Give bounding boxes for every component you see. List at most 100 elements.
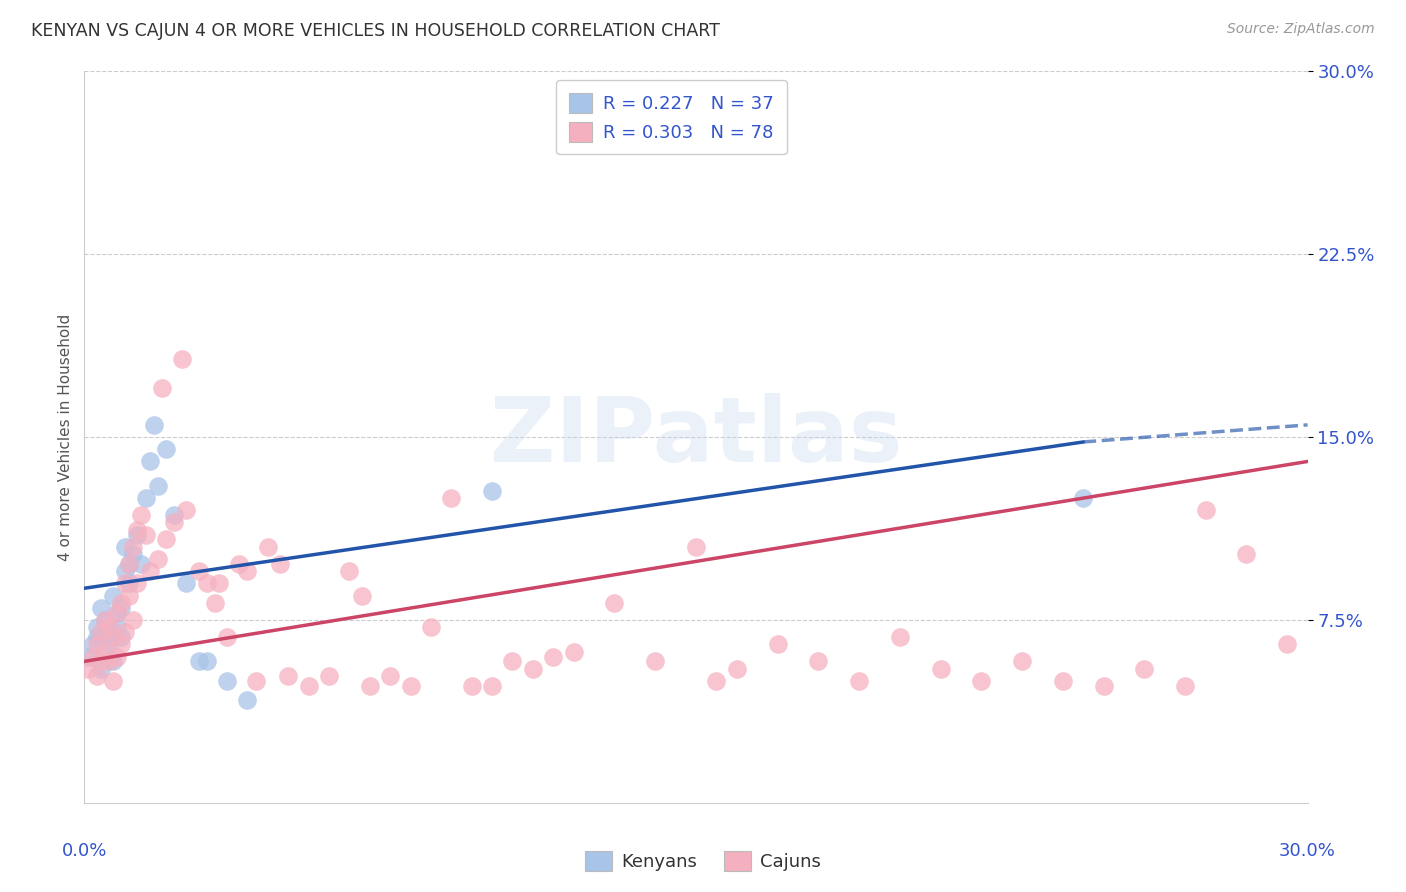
Point (970, 673, 993, 688)
Point (562, 645, 585, 659)
Point (150, 381, 173, 395)
Point (502, 654, 524, 668)
Point (122, 613, 145, 627)
Point (848, 673, 870, 688)
Point (208, 576, 231, 591)
Point (105, 649, 128, 664)
Point (101, 654, 124, 668)
Point (644, 654, 666, 668)
Point (440, 491, 463, 505)
Point (522, 662, 544, 676)
Point (138, 454, 160, 468)
Point (90, 600, 112, 615)
Point (217, 673, 239, 688)
Point (110, 630, 132, 644)
Point (90, 625, 112, 640)
Point (1174, 679, 1197, 693)
Point (114, 625, 136, 640)
Point (277, 669, 299, 683)
Point (269, 557, 291, 571)
Point (420, 620, 443, 634)
Point (163, 516, 186, 530)
Point (90, 654, 112, 668)
Point (77, 649, 100, 664)
Point (93, 625, 115, 640)
Point (105, 606, 128, 620)
Text: 0.0%: 0.0% (62, 842, 107, 860)
Point (236, 693, 259, 707)
Point (461, 679, 484, 693)
Point (97, 630, 120, 644)
Point (380, 669, 402, 683)
Point (127, 576, 149, 591)
Legend: R = 0.227   N = 37, R = 0.303   N = 78: R = 0.227 N = 37, R = 0.303 N = 78 (557, 80, 787, 154)
Point (97, 637, 120, 651)
Point (929, 662, 952, 676)
Point (86, 637, 108, 651)
Point (110, 637, 132, 651)
Point (481, 483, 503, 498)
Point (399, 679, 422, 693)
Point (122, 547, 145, 561)
Text: Source: ZipAtlas.com: Source: ZipAtlas.com (1227, 22, 1375, 37)
Point (217, 630, 239, 644)
Point (172, 352, 194, 367)
Point (127, 527, 149, 541)
Point (1236, 547, 1258, 561)
Point (350, 589, 373, 603)
Point (101, 625, 124, 640)
Point (889, 630, 911, 644)
Point (236, 564, 259, 578)
Point (122, 540, 145, 554)
Point (82, 637, 104, 651)
Point (163, 508, 186, 522)
Point (339, 564, 361, 578)
Point (138, 564, 160, 578)
Point (93, 613, 115, 627)
Point (1073, 491, 1095, 505)
Point (195, 576, 218, 591)
Point (105, 606, 128, 620)
Point (685, 540, 707, 554)
Point (118, 576, 141, 591)
Point (155, 533, 177, 547)
Point (114, 564, 136, 578)
Point (101, 673, 124, 688)
Point (195, 654, 218, 668)
Point (86, 630, 108, 644)
Point (127, 523, 149, 537)
Point (174, 576, 197, 591)
Point (481, 679, 503, 693)
Point (146, 552, 169, 566)
Point (174, 503, 197, 517)
Text: ZIPatlas: ZIPatlas (489, 393, 903, 481)
Point (1011, 654, 1033, 668)
Point (86, 669, 108, 683)
Point (766, 637, 789, 651)
Point (807, 654, 830, 668)
Point (298, 679, 321, 693)
Point (142, 417, 165, 432)
Point (118, 557, 141, 571)
Point (187, 654, 209, 668)
Point (101, 589, 124, 603)
Point (1092, 679, 1115, 693)
Point (543, 649, 565, 664)
Point (97, 620, 120, 634)
Point (187, 564, 209, 578)
Point (146, 479, 169, 493)
Point (82, 649, 104, 664)
Legend: Kenyans, Cajuns: Kenyans, Cajuns (578, 844, 828, 879)
Point (1277, 637, 1299, 651)
Point (110, 596, 132, 610)
Point (131, 557, 153, 571)
Point (110, 600, 132, 615)
Point (93, 645, 115, 659)
Y-axis label: 4 or more Vehicles in Household: 4 or more Vehicles in Household (58, 313, 73, 561)
Point (1133, 662, 1156, 676)
Point (1195, 503, 1218, 517)
Point (603, 596, 626, 610)
Point (114, 540, 136, 554)
Text: 30.0%: 30.0% (1279, 842, 1336, 860)
Point (245, 673, 267, 688)
